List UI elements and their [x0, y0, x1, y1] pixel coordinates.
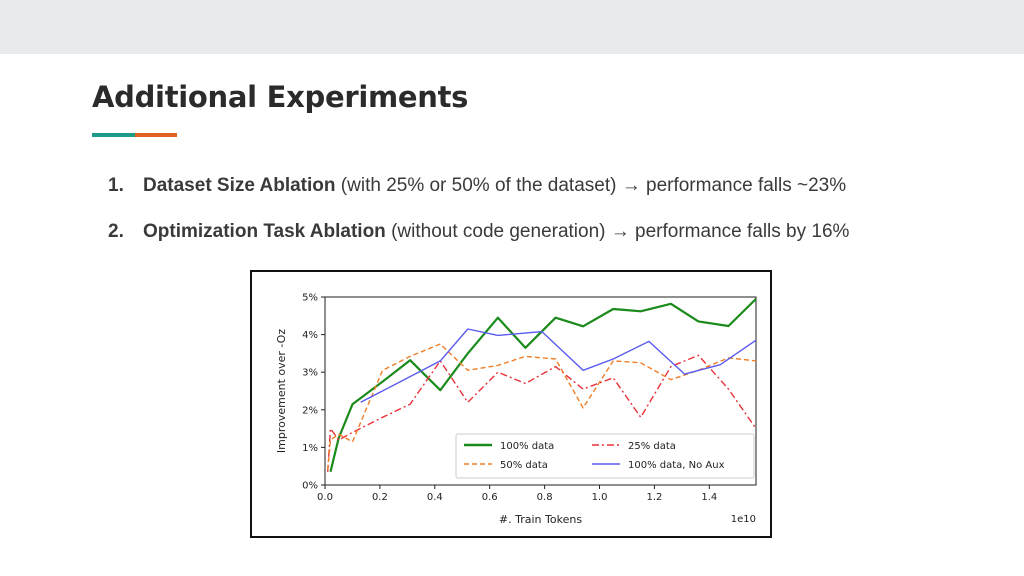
legend-label: 25% data [628, 441, 676, 452]
series-line-2 [327, 343, 757, 471]
x-axis-multiplier: 1e10 [731, 514, 756, 525]
bullet-heading: Optimization Task Ablation [143, 221, 386, 242]
x-tick-label: 0.6 [482, 492, 498, 503]
legend-label: 100% data [500, 441, 554, 452]
bullet-item: 2. Optimization Task Ablation (without co… [108, 216, 849, 262]
bullet-heading: Dataset Size Ablation [143, 175, 336, 196]
y-tick-label: 4% [302, 330, 318, 341]
y-tick-label: 5% [302, 293, 318, 304]
x-tick-label: 0.0 [317, 492, 333, 503]
title-accent-orange [135, 133, 177, 137]
plot-area [324, 296, 757, 486]
x-tick-label: 1.0 [592, 492, 608, 503]
x-tick-label: 0.4 [427, 492, 443, 503]
bullet-text: (without code generation) → performance … [385, 221, 850, 242]
title-accent-teal [92, 133, 135, 137]
slide-title: Additional Experiments [92, 80, 469, 114]
y-tick-label: 0% [302, 481, 318, 492]
legend-label: 50% data [500, 460, 548, 471]
bullet-item: 1. Dataset Size Ablation (with 25% or 50%… [108, 170, 849, 216]
top-band [0, 0, 1024, 54]
line-chart: 0.0 0.2 0.4 0.6 0.8 1.0 1.2 1.4 0% 1% 2% 3% 4% 5% #. T… [275, 293, 757, 526]
y-tick-label: 3% [302, 368, 318, 379]
bullet-text: (with 25% or 50% of the dataset) → perfo… [335, 175, 847, 196]
x-tick-label: 1.2 [646, 492, 662, 503]
x-tick-label: 1.4 [701, 492, 717, 503]
chart-frame: 0.0 0.2 0.4 0.6 0.8 1.0 1.2 1.4 0% 1% 2% 3% 4% 5% #. T… [250, 270, 772, 538]
bullet-number: 1. [108, 175, 124, 196]
series-line-1 [327, 354, 757, 472]
x-tick-label: 0.2 [372, 492, 388, 503]
y-tick-label: 2% [302, 405, 318, 416]
x-axis-label: #. Train Tokens [499, 513, 582, 526]
x-tick-label: 0.8 [537, 492, 553, 503]
legend-box [455, 433, 755, 479]
series-line-3 [360, 328, 757, 403]
y-tick-label: 1% [302, 443, 318, 454]
bullet-number: 2. [108, 221, 124, 242]
y-axis-label: Improvement over -Oz [275, 329, 288, 453]
bullet-list: 1. Dataset Size Ablation (with 25% or 50%… [108, 170, 849, 262]
legend-label: 100% data, No Aux [628, 460, 725, 471]
series-line-0 [329, 298, 757, 473]
